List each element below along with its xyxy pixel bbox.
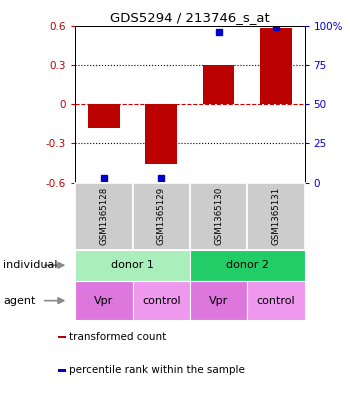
Text: control: control [257,296,295,306]
Bar [247,183,304,250]
Bar [58,336,65,338]
Bar [146,104,177,164]
Text: Vpr: Vpr [94,296,113,306]
Bar [190,183,247,250]
Text: donor 1: donor 1 [111,260,154,270]
Bar [75,183,133,250]
Text: GSM1365129: GSM1365129 [157,187,166,245]
Bar [75,250,190,281]
Bar [75,281,133,320]
Text: GSM1365130: GSM1365130 [214,187,223,245]
Bar [190,250,304,281]
Bar [260,28,292,104]
Text: donor 2: donor 2 [226,260,269,270]
Text: transformed count: transformed count [69,332,167,342]
Bar [190,281,247,320]
Text: agent: agent [4,296,36,306]
Bar [133,183,190,250]
Bar [203,65,234,104]
Bar [247,281,304,320]
Text: GSM1365128: GSM1365128 [99,187,108,245]
Bar [88,104,120,128]
Title: GDS5294 / 213746_s_at: GDS5294 / 213746_s_at [110,11,270,24]
Text: Vpr: Vpr [209,296,228,306]
Text: control: control [142,296,181,306]
Text: GSM1365131: GSM1365131 [271,187,280,245]
Text: percentile rank within the sample: percentile rank within the sample [69,365,245,375]
Bar [58,369,65,371]
Bar [133,281,190,320]
Text: individual: individual [4,260,58,270]
